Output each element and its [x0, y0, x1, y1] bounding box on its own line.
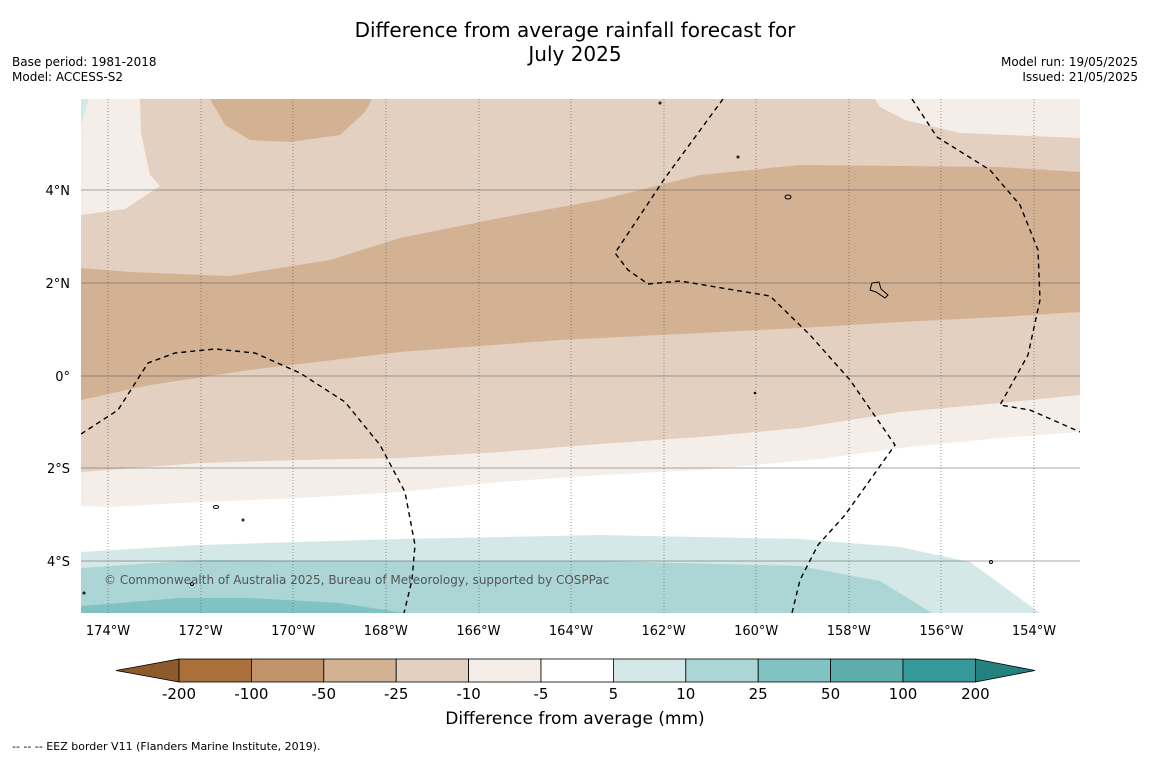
model-run-date: Model run: 19/05/2025 — [1000, 55, 1138, 69]
colorbar-segment — [250, 658, 325, 683]
colorbar-tick-label: -200 — [162, 685, 196, 703]
colorbar-tick-label: -25 — [384, 685, 409, 703]
colorbar-segment — [757, 658, 832, 683]
colorbar-under-arrow — [115, 658, 180, 683]
longitude-label: 154°W — [1012, 624, 1056, 639]
title-line-2: July 2025 — [528, 42, 622, 66]
colorbar-segment — [178, 658, 252, 683]
longitude-labels: 174°W 172°W 170°W 168°W 166°W 164°W 162°W 160°W… — [86, 624, 1056, 639]
colorbar-tick-label: 100 — [889, 685, 918, 703]
latitude-label: 4°N — [46, 184, 71, 199]
longitude-label: 168°W — [364, 624, 408, 639]
colorbar-segment — [323, 658, 397, 683]
colorbar-title: Difference from average (mm) — [445, 709, 705, 729]
longitude-label: 158°W — [827, 624, 871, 639]
colorbar-segment — [613, 658, 687, 683]
island — [989, 560, 993, 564]
island — [753, 391, 757, 395]
island — [82, 591, 86, 595]
contour-band-moderate-dry — [81, 165, 1080, 400]
contour-patch-moderate-dry — [210, 99, 372, 142]
colorbar-tick-label: 50 — [821, 685, 840, 703]
issued-date: Issued: 21/05/2025 — [1022, 70, 1138, 84]
island — [241, 518, 245, 522]
island — [784, 194, 792, 200]
longitude-label: 170°W — [271, 624, 315, 639]
contour-right-edge-light — [950, 99, 1080, 122]
islands — [82, 101, 993, 595]
map-title: Difference from average rainfall forecas… — [0, 18, 1150, 66]
contour-band-strong-wet — [81, 598, 405, 613]
longitude-label: 166°W — [456, 624, 500, 639]
eez-border-west — [81, 348, 416, 613]
island — [190, 582, 194, 586]
title-line-1: Difference from average rainfall forecas… — [354, 18, 796, 42]
base-info: Base period: 1981-2018 Model: ACCESS-S2 — [12, 55, 157, 85]
colorbar: -200 -100 -50 -25 -10 -5 5 10 25 50 100 200 — [115, 658, 1036, 703]
colorbar-tick-label: -10 — [456, 685, 481, 703]
eez-border-east — [911, 99, 1080, 433]
colorbar-over-arrow — [975, 658, 1036, 683]
eez-footnote: -- -- -- EEZ border V11 (Flanders Marine… — [12, 740, 321, 753]
latitude-labels: 4°N 2°N 0° 2°S 4°S — [46, 184, 71, 570]
colorbar-tick-label: -5 — [534, 685, 549, 703]
longitude-label: 172°W — [179, 624, 223, 639]
colorbar-segment — [685, 658, 759, 683]
colorbar-segment — [540, 658, 614, 683]
longitude-label: 174°W — [86, 624, 130, 639]
latitude-label: 4°S — [47, 555, 70, 570]
colorbar-segment — [395, 658, 470, 683]
colorbar-tick-label: 200 — [961, 685, 990, 703]
colorbar-tick-label: -50 — [312, 685, 337, 703]
graticule — [81, 99, 1080, 613]
map-plot-area: © Commonwealth of Australia 2025, Bureau… — [81, 99, 1080, 613]
longitude-label: 162°W — [642, 624, 686, 639]
colorbar-tick-label: 5 — [609, 685, 619, 703]
colorbar-tick-label: -100 — [234, 685, 268, 703]
island — [658, 101, 662, 105]
model-name: Model: ACCESS-S2 — [12, 70, 124, 84]
colorbar-tick-label: 25 — [749, 685, 768, 703]
colorbar-segment — [830, 658, 904, 683]
latitude-label: 2°S — [47, 462, 70, 477]
run-info: Model run: 19/05/2025 Issued: 21/05/2025 — [1001, 55, 1138, 85]
base-period: Base period: 1981-2018 — [12, 55, 157, 69]
colorbar-segment — [468, 658, 542, 683]
longitude-label: 164°W — [549, 624, 593, 639]
contour-corner-wet — [81, 99, 89, 125]
eez-borders — [81, 99, 1080, 613]
copyright-notice: © Commonwealth of Australia 2025, Bureau… — [104, 573, 609, 587]
island-kiritimati — [869, 281, 889, 299]
island — [736, 155, 740, 159]
island — [213, 505, 219, 509]
colorbar-segment — [902, 658, 976, 683]
latitude-label: 2°N — [46, 277, 71, 292]
longitude-label: 156°W — [919, 624, 963, 639]
contour-band-moderate-wet — [81, 560, 932, 613]
longitude-label: 160°W — [734, 624, 778, 639]
colorbar-tick-label: 10 — [676, 685, 695, 703]
latitude-label: 0° — [55, 370, 70, 385]
